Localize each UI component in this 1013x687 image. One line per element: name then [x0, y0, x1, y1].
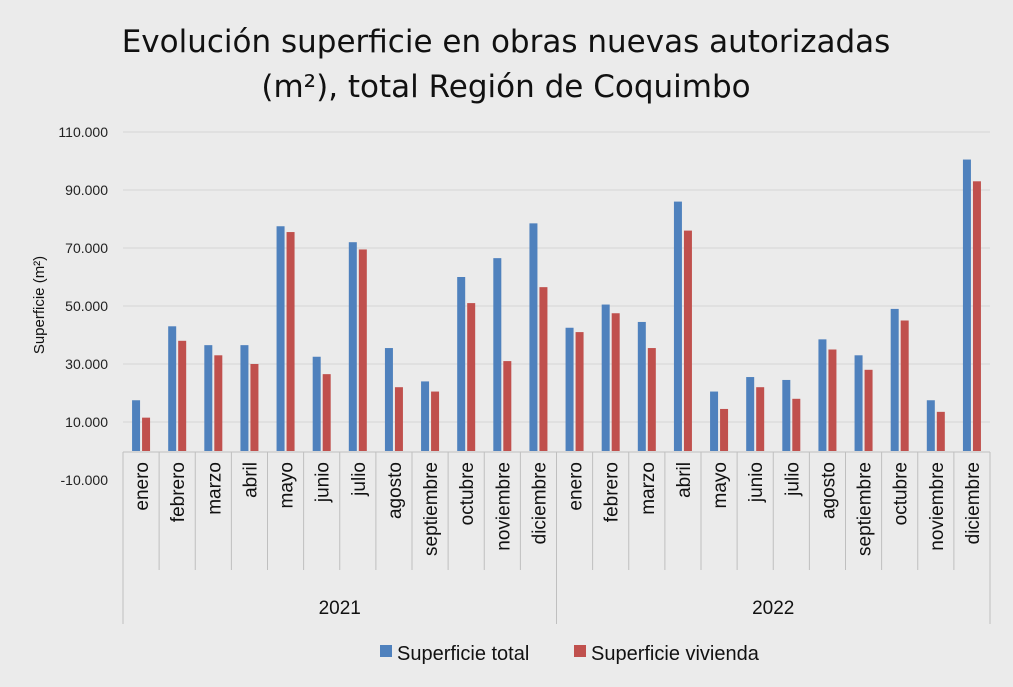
x-tick-label: octubre: [891, 462, 912, 525]
bar-superficie-vivienda: [647, 348, 656, 451]
y-axis-ticks: -10.000 10.000 30.000 50.000 70.000 90.000 110…: [58, 124, 108, 488]
x-tick-label: enero: [566, 462, 587, 511]
bar-superficie-vivienda: [503, 361, 512, 451]
bar-superficie-vivienda: [575, 332, 584, 451]
bar-superficie-total: [132, 400, 141, 451]
x-tick-label: septiembre: [855, 462, 876, 556]
bar-superficie-total: [746, 377, 755, 451]
bar-superficie-total: [168, 326, 177, 451]
bar-superficie-vivienda: [394, 387, 403, 451]
y-tick-label: 30.000: [65, 356, 108, 372]
bar-superficie-total: [204, 345, 213, 451]
bar-superficie-total: [240, 345, 249, 451]
bar-superficie-vivienda: [864, 369, 873, 451]
x-tick-label: agosto: [818, 462, 839, 519]
bar-superficie-vivienda: [683, 230, 692, 451]
bar-superficie-total: [673, 201, 682, 451]
bar-superficie-vivienda: [900, 320, 909, 451]
x-tick-label: agosto: [385, 462, 406, 519]
bar-superficie-vivienda: [792, 398, 801, 451]
y-tick-label: 10.000: [65, 414, 108, 430]
bar-superficie-vivienda: [756, 387, 765, 451]
bar-superficie-total: [818, 339, 827, 451]
chart-title-line-2: (m²), total Región de Coquimbo: [261, 69, 750, 105]
bar-superficie-vivienda: [972, 181, 981, 452]
bar-superficie-vivienda: [358, 249, 367, 451]
bar-superficie-total: [601, 304, 610, 451]
bar-superficie-total: [710, 391, 719, 451]
x-tick-label: noviembre: [927, 462, 948, 551]
x-tick-label: mayo: [277, 462, 298, 508]
bar-superficie-total: [854, 355, 863, 451]
bar-superficie-total: [529, 223, 538, 451]
legend-swatch: [574, 645, 586, 657]
legend-label: Superficie vivienda: [591, 643, 760, 665]
x-tick-label: junio: [313, 462, 334, 503]
x-tick-label: julio: [349, 462, 370, 497]
bar-superficie-vivienda: [286, 232, 295, 451]
bar-superficie-vivienda: [539, 287, 548, 451]
bar-superficie-total: [926, 400, 935, 451]
gridlines: [123, 131, 990, 423]
bar-superficie-vivienda: [720, 408, 729, 451]
legend-swatch: [380, 645, 392, 657]
x-tick-label: mayo: [710, 462, 731, 508]
y-tick-label: 90.000: [65, 182, 108, 198]
legend-label: Superficie total: [397, 643, 529, 665]
x-tick-label: noviembre: [493, 462, 514, 551]
bar-superficie-vivienda: [250, 364, 259, 451]
x-tick-label: julio: [782, 462, 803, 497]
x-group-label: 2021: [319, 598, 361, 619]
bars: [132, 159, 981, 452]
bar-superficie-vivienda: [936, 411, 945, 451]
bar-superficie-vivienda: [828, 349, 837, 451]
chart-title-line-1: Evolución superficie en obras nuevas aut…: [122, 24, 891, 60]
bar-superficie-total: [312, 356, 321, 451]
bar-superficie-vivienda: [142, 417, 151, 451]
x-tick-label: diciembre: [963, 462, 984, 544]
bar-superficie-total: [782, 379, 791, 451]
x-tick-label: marzo: [638, 462, 659, 515]
bar-superficie-total: [276, 226, 285, 451]
bar-superficie-total: [348, 242, 357, 451]
x-tick-label: abril: [240, 462, 261, 498]
bar-superficie-total: [457, 277, 466, 451]
x-tick-label: marzo: [204, 462, 225, 515]
y-tick-label: -10.000: [61, 472, 109, 488]
bar-superficie-total: [384, 348, 393, 451]
bar-superficie-total: [493, 258, 502, 451]
x-tick-label: septiembre: [421, 462, 442, 556]
bar-superficie-total: [890, 308, 899, 451]
x-tick-label: abril: [674, 462, 695, 498]
x-tick-label: octubre: [457, 462, 478, 525]
bar-superficie-vivienda: [467, 303, 476, 451]
bar-superficie-total: [637, 321, 646, 451]
y-tick-label: 110.000: [58, 124, 108, 140]
x-axis: enero febrero marzo abril mayo junio julio agos…: [122, 451, 991, 624]
bar-superficie-vivienda: [431, 391, 440, 451]
x-tick-label: febrero: [602, 462, 623, 522]
bar-superficie-total: [565, 327, 574, 451]
bar-superficie-vivienda: [611, 313, 620, 451]
y-tick-label: 50.000: [65, 298, 108, 314]
x-tick-label: febrero: [168, 462, 189, 522]
y-tick-label: 70.000: [65, 240, 108, 256]
bar-superficie-vivienda: [178, 340, 187, 451]
x-tick-label: diciembre: [529, 462, 550, 544]
x-tick-label: junio: [746, 462, 767, 503]
bar-superficie-vivienda: [214, 355, 223, 451]
y-axis-label: Superficie (m²): [31, 256, 48, 354]
x-group-label: 2022: [752, 598, 794, 619]
bar-superficie-total: [421, 381, 430, 451]
bar-superficie-vivienda: [322, 374, 331, 451]
legend: Superficie total Superficie vivienda: [380, 643, 760, 665]
bar-superficie-total: [962, 159, 971, 452]
x-tick-label: enero: [132, 462, 153, 511]
